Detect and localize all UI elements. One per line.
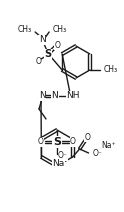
Text: CH₃: CH₃ [52,25,66,35]
Text: O: O [38,138,44,146]
Text: CH₃: CH₃ [104,66,118,74]
Text: CH₃: CH₃ [18,25,32,35]
Text: O: O [35,57,41,66]
Text: O⁻: O⁻ [93,149,102,159]
Text: Na: Na [52,159,64,169]
Text: N: N [52,92,58,100]
Text: O: O [85,132,91,141]
Text: S: S [45,49,52,59]
Text: O⁻: O⁻ [58,152,68,160]
Text: O: O [54,40,60,49]
Text: O: O [70,138,76,146]
Text: NH: NH [66,92,80,100]
Text: S: S [53,137,61,147]
Text: Na⁺: Na⁺ [102,141,116,151]
Text: N: N [39,35,46,45]
Text: N: N [39,92,45,100]
